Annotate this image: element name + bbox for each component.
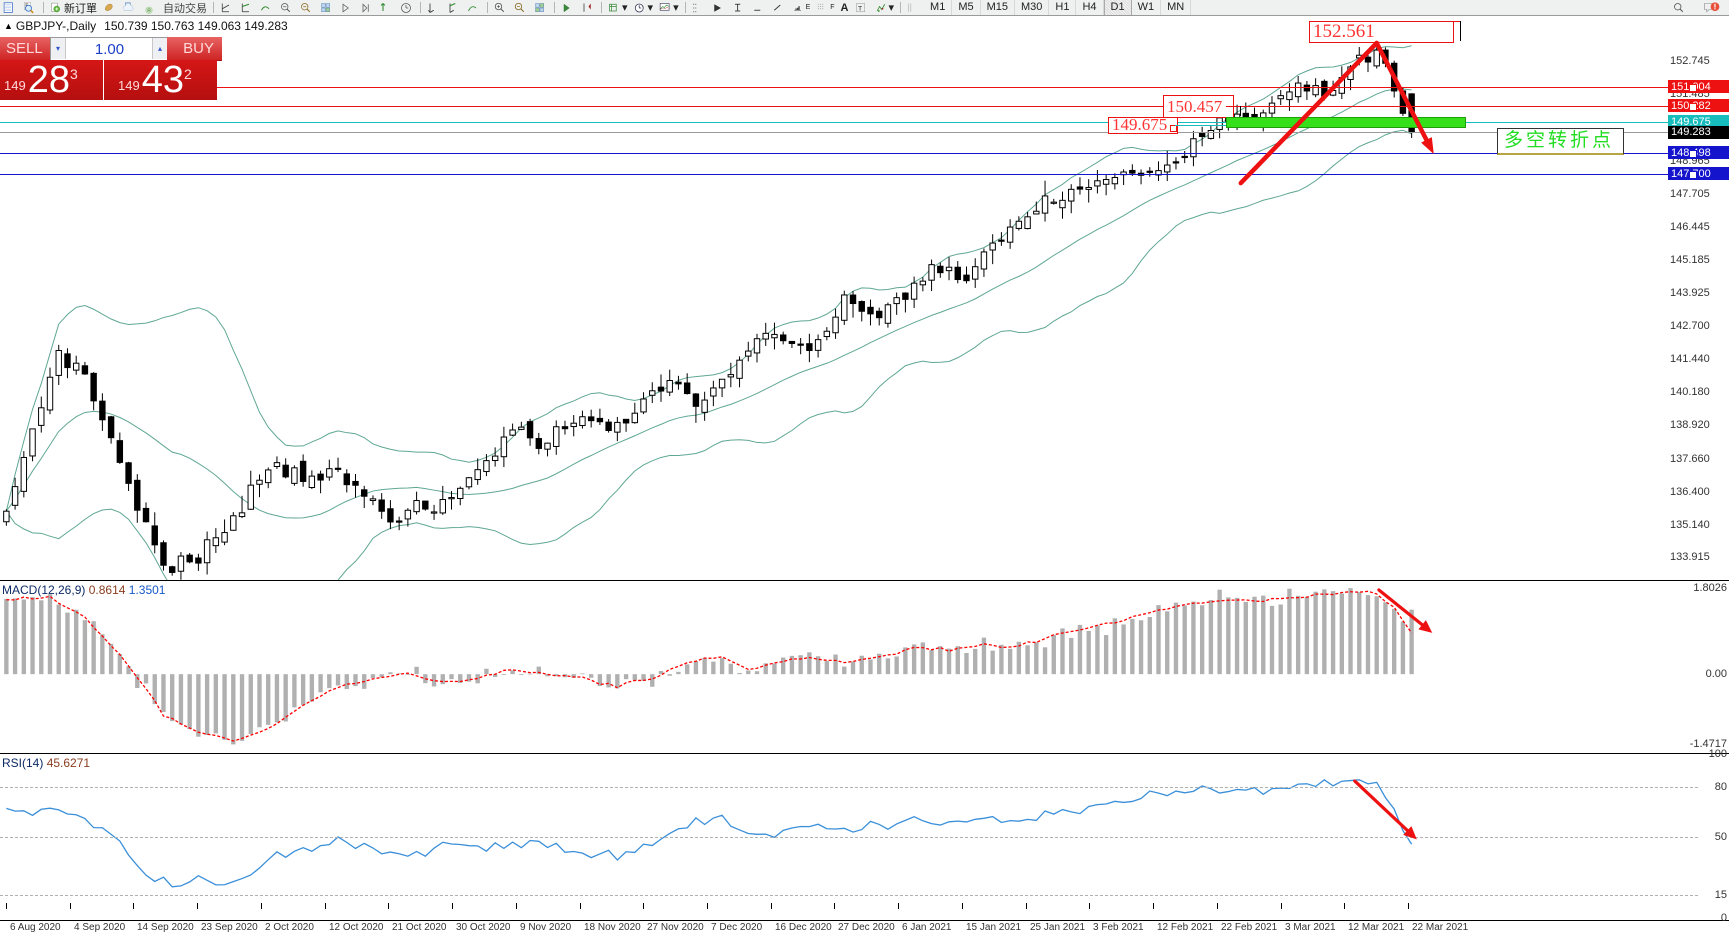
svg-text:T: T — [858, 5, 862, 12]
